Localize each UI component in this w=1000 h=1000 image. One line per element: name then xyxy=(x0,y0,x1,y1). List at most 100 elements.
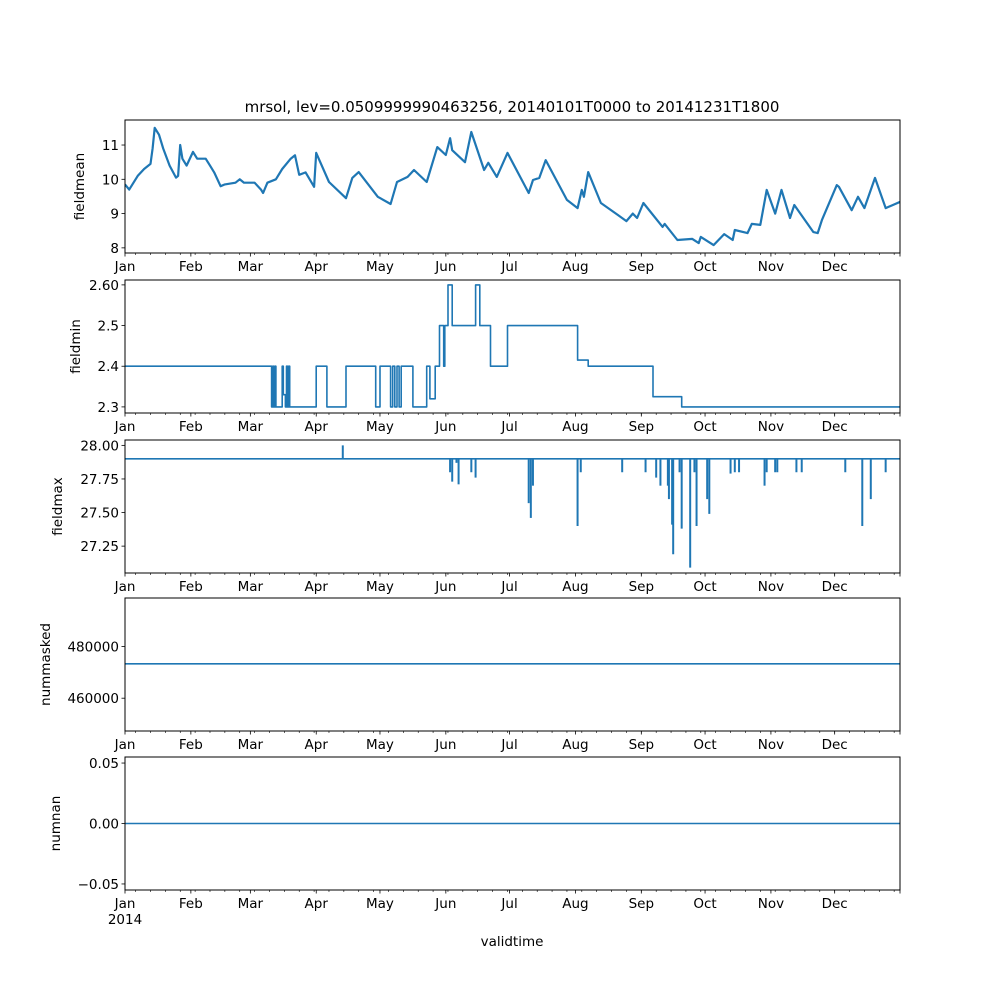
x-tick-label: Mar xyxy=(238,579,264,595)
subplot-fieldmean: 8 9 10 11 fieldmean Jan Feb Mar Apr May Jun Jul Aug S… xyxy=(72,119,901,275)
x-tick-label: Apr xyxy=(305,737,329,753)
axes-frame xyxy=(124,439,901,574)
x-tick-label: Sep xyxy=(629,579,654,595)
x-tick-label: Jun xyxy=(434,579,456,595)
y-tick-label: 8 xyxy=(110,241,119,257)
x-tick-label: Aug xyxy=(562,896,588,912)
x-tick-label: Aug xyxy=(562,259,588,275)
x-tick-label: Feb xyxy=(179,259,203,275)
y-tick-label: 2.5 xyxy=(98,319,119,335)
series-fieldmin xyxy=(125,284,900,408)
series-fieldmean xyxy=(125,126,900,247)
y-tick-label: 27.25 xyxy=(80,539,119,555)
plot-area xyxy=(125,280,900,413)
x-tick-label: Dec xyxy=(822,579,848,595)
y-tick-label: 460000 xyxy=(67,691,119,707)
x-tick-label: Sep xyxy=(629,737,654,753)
plot-area xyxy=(125,120,900,253)
series-line xyxy=(125,126,900,247)
y-axis-label: nummasked xyxy=(38,623,54,706)
x-tick-label: Jul xyxy=(500,419,517,435)
x-tick-label: Aug xyxy=(562,737,588,753)
axes-frame xyxy=(124,119,901,254)
y-tick-label: 27.50 xyxy=(80,506,119,522)
y-axis-label: fieldmin xyxy=(68,319,84,374)
x-tick-label: Nov xyxy=(758,259,784,275)
x-tick-label: Jun xyxy=(434,259,456,275)
y-axis-label: fieldmax xyxy=(50,477,66,536)
x-tick-label: Dec xyxy=(822,737,848,753)
x-tick-label: May xyxy=(366,419,394,435)
y-tick-label: 0.00 xyxy=(89,817,119,833)
x-tick-label: Jan xyxy=(114,419,136,435)
x-tick-label: Oct xyxy=(693,896,716,912)
x-tick-label: Mar xyxy=(238,896,264,912)
subplot-fieldmin: 2.3 2.4 2.5 2.60 fieldmin Jan Feb Mar Apr May Jun J… xyxy=(68,278,901,435)
y-tick-label: −0.05 xyxy=(78,877,119,893)
x-tick-label: Jun xyxy=(434,737,456,753)
x-tick-label: Apr xyxy=(305,259,329,275)
x-tick-label: Oct xyxy=(693,259,716,275)
x-tick-label: Nov xyxy=(758,579,784,595)
x-tick-label: Jul xyxy=(500,896,517,912)
x-tick-label: May xyxy=(366,737,394,753)
plot-area xyxy=(125,440,900,573)
x-tick-label: Jan xyxy=(114,259,136,275)
chart-title: mrsol, lev=0.0509999990463256, 20140101T… xyxy=(245,98,780,116)
x-tick-label: Feb xyxy=(179,896,203,912)
x-tick-label: May xyxy=(366,896,394,912)
x-tick-label: Nov xyxy=(758,896,784,912)
x-tick-label: Apr xyxy=(305,896,329,912)
x-tick-label: Oct xyxy=(693,737,716,753)
series-fieldmax xyxy=(125,445,900,568)
x-axis-label: validtime xyxy=(481,934,544,950)
x-tick-label: Jan xyxy=(114,579,136,595)
x-tick-label: Oct xyxy=(693,579,716,595)
y-tick-label: 0.05 xyxy=(89,756,119,772)
y-tick-label: 9 xyxy=(110,207,119,223)
x-tick-label: Apr xyxy=(305,419,329,435)
y-tick-label: 28.00 xyxy=(80,438,119,454)
axes-frame xyxy=(124,279,901,414)
x-tick-label: Jan xyxy=(114,896,136,912)
y-tick-label: 10 xyxy=(102,172,119,188)
x-tick-label: Jul xyxy=(500,737,517,753)
x-tick-label: Aug xyxy=(562,579,588,595)
x-tick-label: Mar xyxy=(238,259,264,275)
x-tick-label: May xyxy=(366,579,394,595)
x-tick-label: Oct xyxy=(693,419,716,435)
x-tick-label: Mar xyxy=(238,419,264,435)
subplot-nummasked: 460000 480000 nummasked Jan Feb Mar Apr May Jun J… xyxy=(38,597,901,753)
y-axis-label: fieldmean xyxy=(72,153,88,220)
x-tick-label: Jul xyxy=(500,579,517,595)
y-tick-label: 2.60 xyxy=(89,278,119,294)
subplots: 8 9 10 11 fieldmean Jan Feb Mar Apr May Jun Jul Aug S… xyxy=(38,119,901,928)
x-tick-label: Feb xyxy=(179,737,203,753)
series-step-line xyxy=(125,284,900,408)
subplot-numnan: −0.05 0.00 0.05 numnan Jan Feb Mar Apr May Jun Jul… xyxy=(48,756,901,928)
x-tick-label: Jun xyxy=(434,419,456,435)
y-tick-label: 2.3 xyxy=(98,400,119,416)
x-tick-label: Nov xyxy=(758,737,784,753)
x-tick-label: Apr xyxy=(305,579,329,595)
x-tick-label: Dec xyxy=(822,419,848,435)
y-tick-label: 27.75 xyxy=(80,472,119,488)
y-tick-label: 480000 xyxy=(67,640,119,656)
y-axis-label: numnan xyxy=(48,796,64,852)
x-tick-label: Dec xyxy=(822,259,848,275)
y-tick-label: 2.4 xyxy=(98,359,119,375)
x-year-label: 2014 xyxy=(108,912,142,928)
x-tick-label: Jun xyxy=(434,896,456,912)
x-tick-label: Sep xyxy=(629,259,654,275)
x-tick-label: Nov xyxy=(758,419,784,435)
axes-frame xyxy=(124,597,901,732)
x-tick-label: Aug xyxy=(562,419,588,435)
x-tick-label: Sep xyxy=(629,896,654,912)
x-tick-label: Dec xyxy=(822,896,848,912)
x-tick-label: Sep xyxy=(629,419,654,435)
x-tick-label: Mar xyxy=(238,737,264,753)
x-tick-label: Feb xyxy=(179,419,203,435)
x-tick-label: Jul xyxy=(500,259,517,275)
subplot-fieldmax: 27.25 27.50 27.75 28.00 fieldmax Jan Feb Mar Apr… xyxy=(50,438,901,595)
